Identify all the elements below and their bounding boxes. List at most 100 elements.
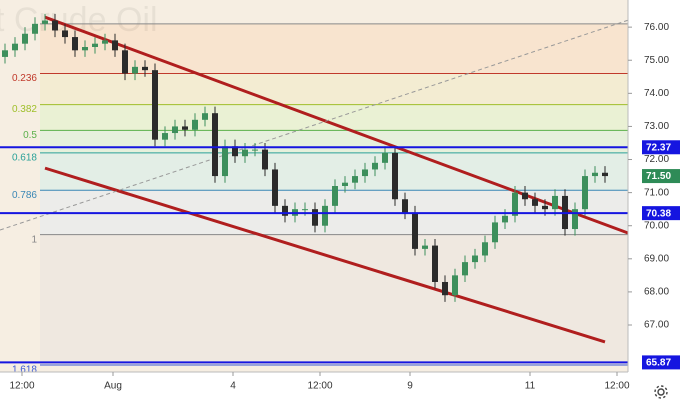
candle-body [42,20,48,24]
trend-line [44,15,629,235]
candle-body [142,66,148,71]
candle-body [272,169,278,206]
candle-body [212,113,218,177]
y-tick-label: 74.00 [644,88,669,99]
fib-label: 1 [31,234,37,245]
candle-body [532,199,538,206]
y-tick-label: 70.00 [644,220,669,231]
candle-body [192,119,198,130]
candle-body [1,50,8,57]
candle-body [352,176,358,183]
x-tick-label: 12:00 [9,381,34,392]
candle-body [452,275,458,296]
fib-band [40,73,628,105]
fib-label: 1.618 [12,365,37,376]
candle-body [92,43,98,47]
fib-band [40,152,628,191]
candle-body [432,245,438,282]
x-tick-label: 11 [525,381,536,392]
candle-body [342,182,348,186]
candle-body [242,149,248,157]
candle-body [302,209,308,211]
candle-body [552,195,558,210]
candle-body [232,146,238,157]
candle-body [222,146,228,177]
candle-body [382,152,388,163]
x-tick-label: Aug [104,381,122,392]
candle-body [162,133,168,140]
candle-body [372,162,378,170]
settings-icon[interactable] [654,385,668,399]
candle-body [602,172,608,177]
y-tick-label: 72.00 [644,154,669,165]
candle-body [502,215,508,223]
y-tick-label: 75.00 [644,55,669,66]
candle-body [412,212,418,249]
candle-body [12,43,18,51]
trend-line [0,19,629,231]
candle-body [112,40,118,51]
candle-body [252,149,258,151]
candle-body [102,40,108,44]
candle-body [582,176,588,210]
candle-body [312,209,318,226]
y-tick-label: 69.00 [644,253,669,264]
last-price-box [642,169,680,184]
y-tick-label: 67.00 [644,320,669,331]
fib-label: 0.5 [23,130,37,141]
candle-body [172,126,178,134]
fib-band [40,130,628,153]
trend-line [44,166,606,344]
candle-body [82,46,88,51]
candle-body [542,205,548,210]
fib-label: 0.786 [12,190,37,201]
candle-body [472,255,478,263]
candle-body [402,199,408,213]
candle-body [322,205,328,226]
fib-label: 0.236 [12,73,37,84]
candle-body [22,33,28,44]
candle-body [442,281,448,296]
candle-body [332,186,338,206]
candle-body [522,192,528,200]
candle-body [152,70,158,140]
x-tick-label: 9 [407,381,413,392]
candle-body [492,222,498,243]
price-box [642,206,680,221]
candle-body [72,37,78,51]
candle-body [182,126,188,130]
last-price-label: 71.50 [646,171,671,182]
candle-body [32,23,38,34]
y-tick-label: 76.00 [644,22,669,33]
candle-body [592,172,598,177]
price-box-label: 65.87 [646,358,671,369]
candle-body [422,245,428,249]
watermark: t Crude Oil [0,1,158,39]
price-box-label: 72.37 [646,142,671,153]
y-tick-label: 73.00 [644,121,669,132]
price-box [642,140,680,155]
y-tick-label: 71.00 [644,187,669,198]
price-box-label: 70.38 [646,208,671,219]
candle-body [52,20,58,31]
candle-body [262,149,268,170]
candle-body [202,113,208,120]
candle-body [282,205,288,216]
y-tick-label: 68.00 [644,287,669,298]
candle-body [122,50,128,74]
candle-body [462,262,468,276]
fib-band [40,234,628,366]
price-box [642,355,680,370]
candle-body [512,192,518,216]
fib-label: 0.618 [12,153,37,164]
fib-band [40,23,628,74]
candle-body [482,242,488,256]
x-tick-label: 12:00 [307,381,332,392]
candle-body [392,152,398,200]
candle-body [62,30,68,38]
candle-body [572,209,578,230]
x-tick-label: 12:00 [604,381,629,392]
x-tick-label: 4 [230,381,236,392]
fib-band [40,104,628,131]
